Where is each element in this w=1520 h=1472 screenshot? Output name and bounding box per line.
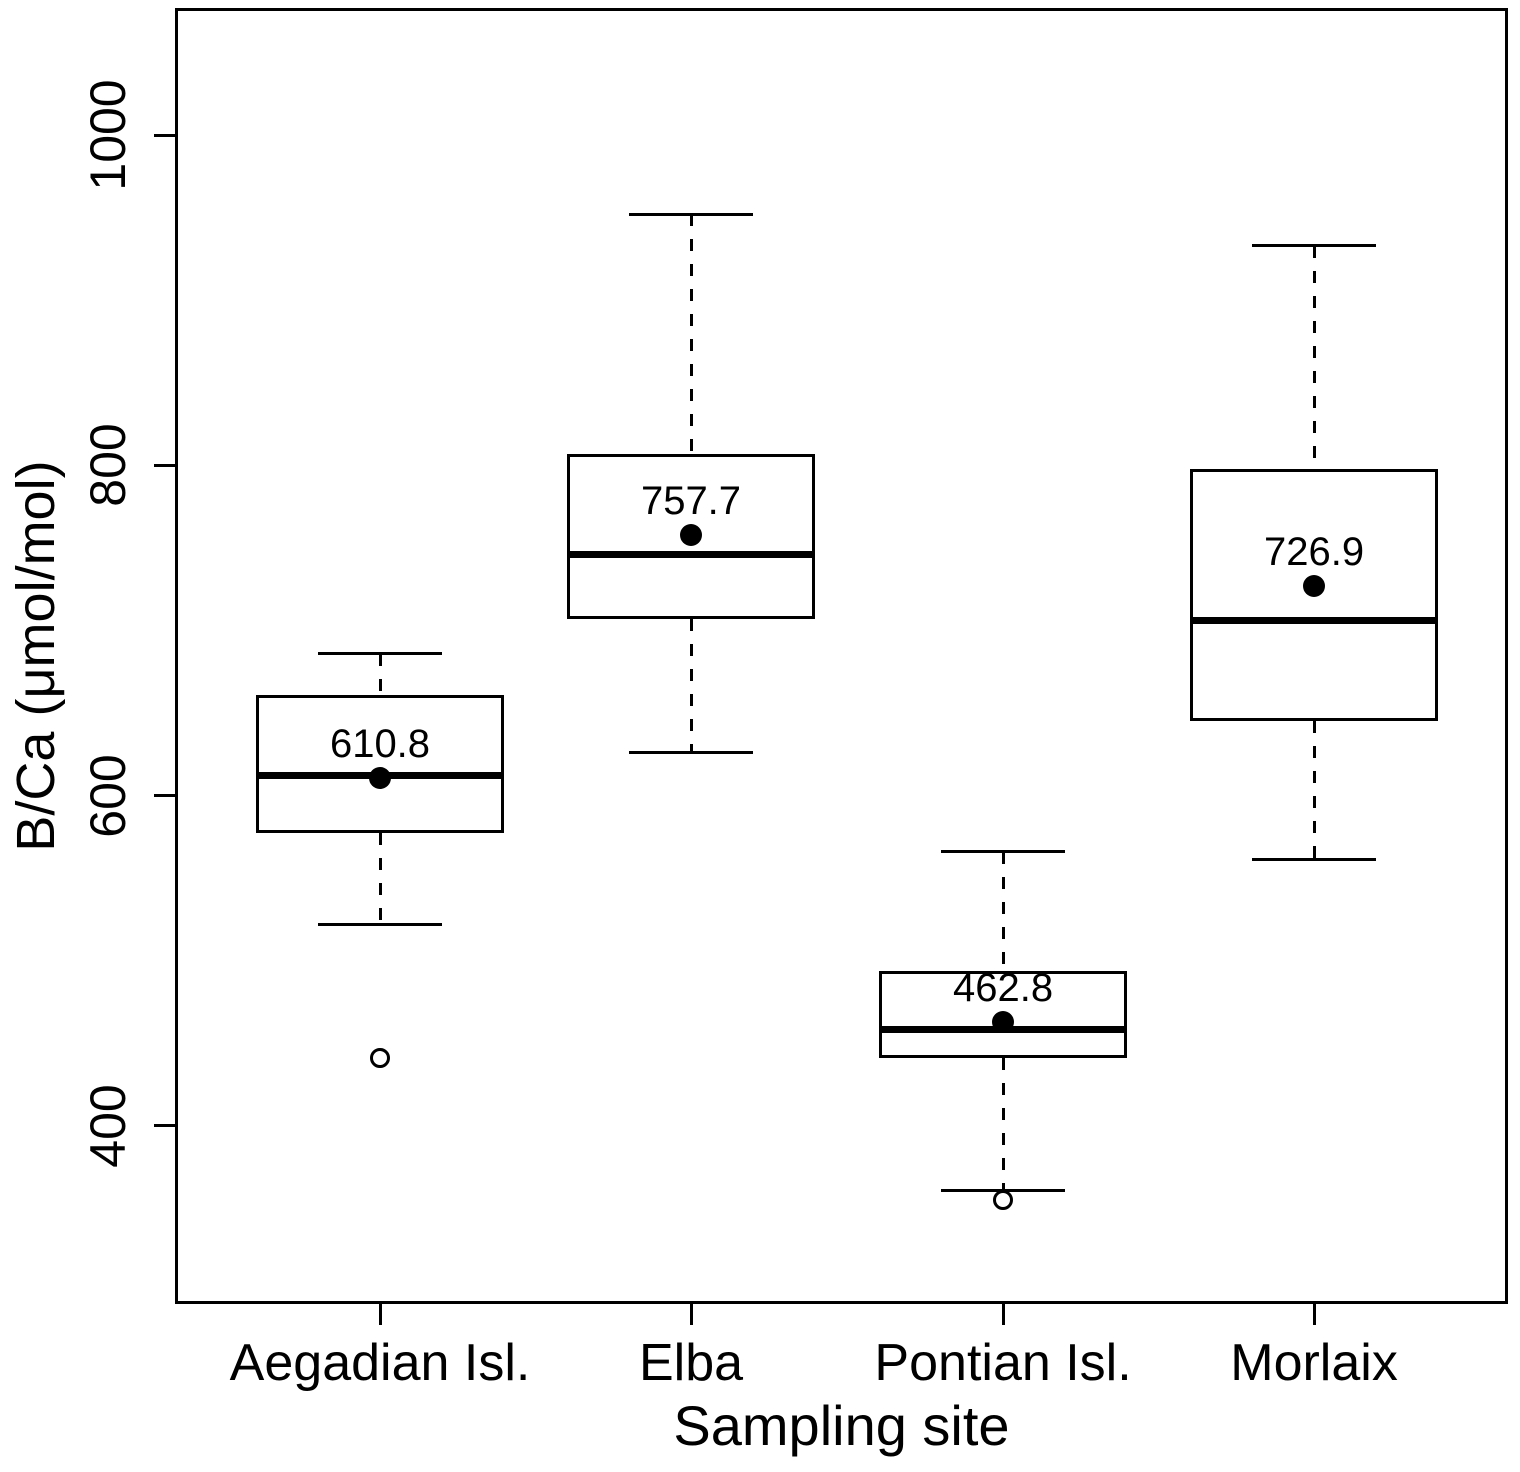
- x-axis-tick: [1312, 1304, 1316, 1325]
- upper-whisker-elba: [689, 214, 693, 454]
- x-axis-category-label-elba: Elba: [638, 1334, 744, 1392]
- lower-whisker-morlaix: [1312, 721, 1316, 860]
- y-axis-tick-label-text: 800: [80, 423, 136, 508]
- x-axis-tick: [378, 1304, 382, 1325]
- box-aegadian-isl: [255, 694, 505, 834]
- upper-whisker-cap-aegadian-isl: [318, 652, 442, 656]
- outlier-point-pontian-isl: [993, 1189, 1014, 1210]
- upper-whisker-cap-morlaix: [1252, 244, 1377, 248]
- x-axis-title: Sampling site: [673, 1394, 1010, 1457]
- upper-whisker-morlaix: [1312, 245, 1316, 469]
- mean-label-elba: 757.7: [640, 479, 742, 524]
- mean-dot-morlaix: [1303, 574, 1326, 597]
- x-axis-category-label-morlaix: Morlaix: [1230, 1334, 1398, 1392]
- upper-whisker-cap-pontian-isl: [941, 850, 1066, 854]
- lower-whisker-cap-aegadian-isl: [318, 922, 442, 926]
- lower-whisker-elba: [689, 618, 693, 753]
- y-axis-tick-label-text: 600: [80, 753, 136, 838]
- upper-whisker-aegadian-isl: [378, 653, 382, 695]
- y-axis-tick: [154, 794, 175, 797]
- lower-whisker-cap-elba: [629, 751, 753, 755]
- x-axis-tick: [689, 1304, 693, 1325]
- median-line-morlaix: [1190, 617, 1439, 624]
- mean-label-aegadian-isl: 610.8: [329, 721, 431, 766]
- mean-dot-pontian-isl: [992, 1011, 1015, 1034]
- y-axis-tick-label-text: 400: [80, 1083, 136, 1168]
- mean-dot-elba: [680, 524, 702, 547]
- box-elba: [566, 453, 816, 619]
- upper-whisker-cap-elba: [629, 212, 753, 216]
- median-line-elba: [566, 550, 816, 558]
- lower-whisker-cap-morlaix: [1252, 858, 1377, 862]
- upper-whisker-pontian-isl: [1001, 851, 1005, 971]
- x-axis-tick: [1001, 1304, 1005, 1325]
- y-axis-tick: [154, 1124, 175, 1128]
- mean-dot-aegadian-isl: [369, 766, 391, 789]
- y-axis-tick-label-text: 1000: [80, 79, 136, 191]
- lower-whisker-pontian-isl: [1001, 1058, 1005, 1191]
- y-axis-tick: [154, 463, 175, 467]
- y-axis-title-text: B/Ca (μmol/mol): [6, 460, 66, 852]
- y-axis-tick: [154, 133, 175, 137]
- mean-label-pontian-isl: 462.8: [952, 966, 1054, 1011]
- mean-label-morlaix: 726.9: [1263, 529, 1365, 574]
- x-axis-category-label-pontian-isl: Pontian Isl.: [874, 1334, 1132, 1392]
- outlier-point-aegadian-isl: [370, 1048, 390, 1068]
- x-axis-category-label-aegadian-isl: Aegadian Isl.: [229, 1334, 531, 1392]
- lower-whisker-aegadian-isl: [378, 833, 382, 925]
